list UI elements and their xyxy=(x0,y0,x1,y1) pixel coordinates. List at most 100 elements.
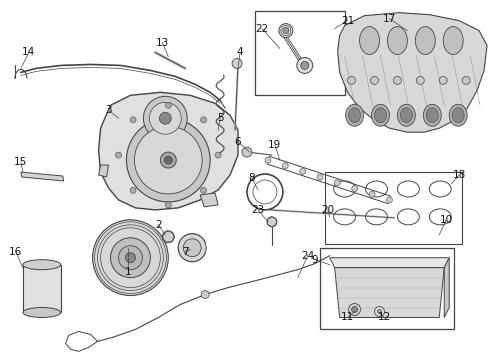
Text: 18: 18 xyxy=(453,170,466,180)
Polygon shape xyxy=(335,268,444,318)
Circle shape xyxy=(334,180,341,186)
Polygon shape xyxy=(330,258,449,268)
Circle shape xyxy=(439,76,447,84)
Circle shape xyxy=(282,163,288,169)
Ellipse shape xyxy=(371,104,390,126)
Circle shape xyxy=(301,62,309,69)
Circle shape xyxy=(119,246,143,270)
Circle shape xyxy=(462,76,470,84)
Circle shape xyxy=(267,217,277,227)
Circle shape xyxy=(178,234,206,262)
Circle shape xyxy=(93,220,168,296)
Text: 3: 3 xyxy=(105,105,112,115)
Circle shape xyxy=(126,118,210,202)
Circle shape xyxy=(352,185,358,192)
Circle shape xyxy=(164,156,172,164)
Text: 9: 9 xyxy=(312,255,318,265)
Text: 21: 21 xyxy=(341,15,354,26)
Polygon shape xyxy=(338,13,487,132)
Circle shape xyxy=(297,58,313,73)
Text: 1: 1 xyxy=(125,267,132,276)
Circle shape xyxy=(111,238,150,278)
Circle shape xyxy=(116,152,122,158)
Text: 16: 16 xyxy=(9,247,23,257)
Circle shape xyxy=(370,76,378,84)
Text: 13: 13 xyxy=(156,37,169,48)
Text: 6: 6 xyxy=(235,137,242,147)
Text: 12: 12 xyxy=(378,312,391,323)
Circle shape xyxy=(393,76,401,84)
Circle shape xyxy=(265,157,271,163)
Ellipse shape xyxy=(443,27,463,54)
Circle shape xyxy=(159,112,171,124)
Text: 7: 7 xyxy=(182,247,189,257)
Ellipse shape xyxy=(23,307,61,318)
Circle shape xyxy=(130,187,136,193)
Ellipse shape xyxy=(348,108,361,123)
Bar xyxy=(255,11,344,95)
Ellipse shape xyxy=(374,108,387,123)
Circle shape xyxy=(317,174,323,180)
Circle shape xyxy=(160,152,176,168)
Bar xyxy=(319,248,454,329)
Circle shape xyxy=(352,306,358,312)
Circle shape xyxy=(215,152,221,158)
Text: 20: 20 xyxy=(321,205,334,215)
Text: 2: 2 xyxy=(155,220,162,230)
Polygon shape xyxy=(21,172,64,181)
Text: 10: 10 xyxy=(440,215,453,225)
Text: 14: 14 xyxy=(22,48,35,58)
Polygon shape xyxy=(98,92,238,210)
Circle shape xyxy=(416,76,424,84)
Circle shape xyxy=(300,168,306,175)
Ellipse shape xyxy=(388,27,407,54)
Polygon shape xyxy=(200,193,218,207)
Circle shape xyxy=(134,126,202,194)
Circle shape xyxy=(200,187,206,193)
Circle shape xyxy=(232,58,242,68)
Circle shape xyxy=(144,96,187,140)
Circle shape xyxy=(369,191,375,197)
Text: 15: 15 xyxy=(14,157,27,167)
Polygon shape xyxy=(98,165,108,177)
Circle shape xyxy=(125,253,135,263)
Circle shape xyxy=(283,28,289,33)
Polygon shape xyxy=(444,258,449,318)
Ellipse shape xyxy=(416,27,435,54)
Ellipse shape xyxy=(360,27,379,54)
Bar xyxy=(325,172,462,244)
Circle shape xyxy=(387,197,392,203)
Ellipse shape xyxy=(400,108,413,123)
Circle shape xyxy=(201,291,209,298)
Ellipse shape xyxy=(426,108,438,123)
Text: 8: 8 xyxy=(248,173,255,183)
Circle shape xyxy=(130,117,136,123)
Circle shape xyxy=(242,147,252,157)
Ellipse shape xyxy=(452,108,464,123)
Text: 22: 22 xyxy=(255,24,269,33)
Ellipse shape xyxy=(23,260,61,270)
Text: 5: 5 xyxy=(217,113,223,123)
Circle shape xyxy=(200,117,206,123)
Circle shape xyxy=(347,76,356,84)
Circle shape xyxy=(165,202,172,208)
Text: 19: 19 xyxy=(268,140,282,150)
Text: 11: 11 xyxy=(341,312,354,323)
Ellipse shape xyxy=(423,104,441,126)
Circle shape xyxy=(162,231,174,243)
Bar xyxy=(23,265,61,312)
Circle shape xyxy=(149,102,181,134)
Ellipse shape xyxy=(449,104,467,126)
Text: 4: 4 xyxy=(237,48,244,58)
Text: 17: 17 xyxy=(383,14,396,24)
Circle shape xyxy=(348,303,361,315)
Circle shape xyxy=(377,310,382,314)
Circle shape xyxy=(279,24,293,37)
Ellipse shape xyxy=(345,104,364,126)
Ellipse shape xyxy=(397,104,416,126)
Circle shape xyxy=(183,239,201,257)
Text: 23: 23 xyxy=(251,205,265,215)
Text: 24: 24 xyxy=(301,251,315,261)
Circle shape xyxy=(374,306,385,316)
Circle shape xyxy=(165,102,172,108)
